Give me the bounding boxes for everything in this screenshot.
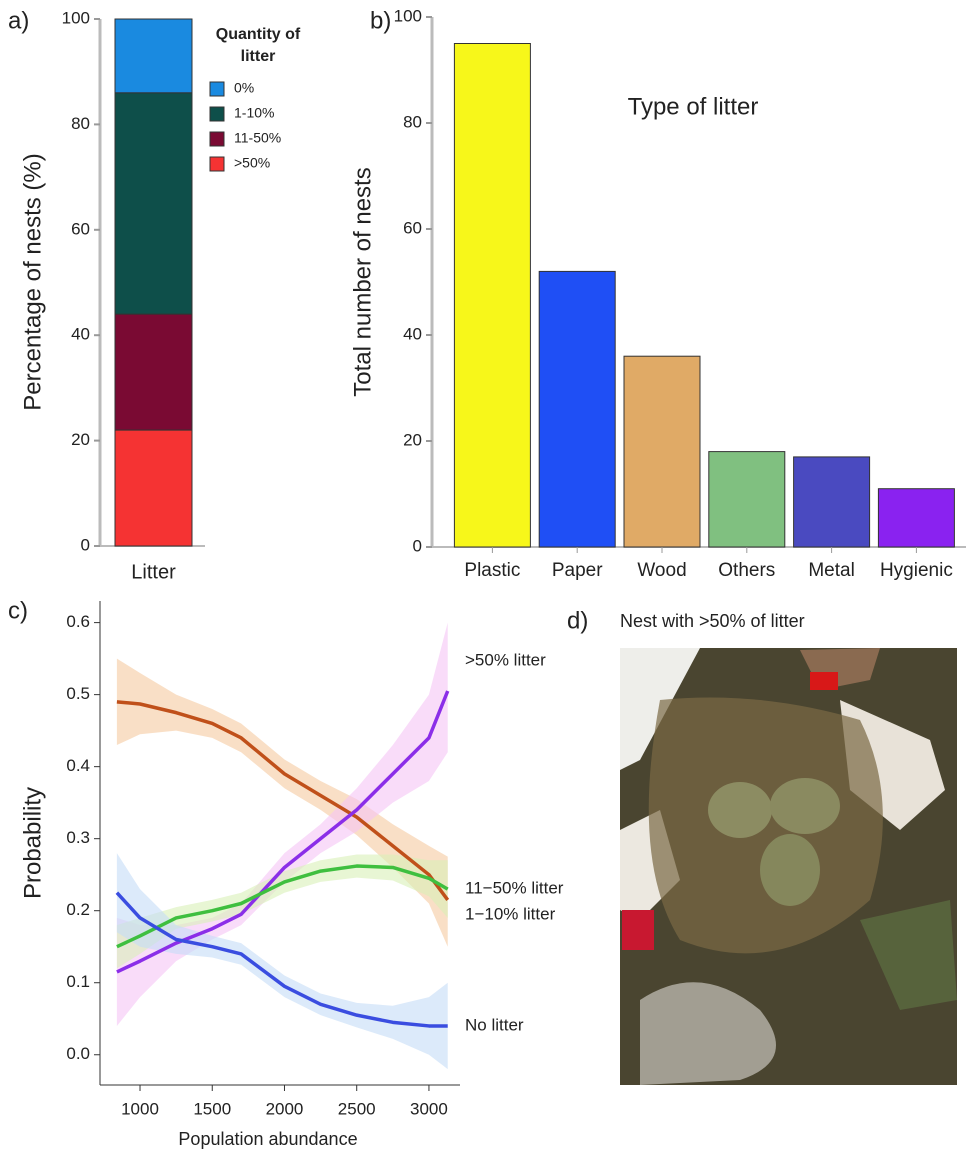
y-tick-label: 0 — [413, 536, 422, 555]
legend-title: Quantity of litter — [198, 24, 318, 68]
panel-label: a) — [8, 7, 29, 34]
y-tick-label: 0.1 — [66, 972, 90, 991]
y-tick-label: 0.3 — [66, 828, 90, 847]
bar-segment — [115, 93, 192, 314]
y-tick-label: 40 — [403, 324, 422, 343]
x-tick-label: 3000 — [410, 1099, 448, 1118]
line-label: No litter — [465, 1015, 524, 1034]
confidence-band — [117, 659, 448, 947]
bar — [624, 356, 700, 547]
y-tick-label: 80 — [403, 112, 422, 131]
x-tick-label: 2000 — [266, 1099, 304, 1118]
bar-segment — [115, 314, 192, 430]
bar — [878, 489, 954, 547]
y-tick-label: 0.2 — [66, 900, 90, 919]
y-axis-label: Total number of nests — [349, 167, 376, 396]
line-label: >50% litter — [465, 651, 546, 670]
legend-swatch — [210, 132, 224, 146]
line-label: 11−50% litter — [465, 879, 564, 898]
legend-label: 11-50% — [234, 130, 281, 146]
x-tick-label: Paper — [552, 560, 603, 581]
nest-photo — [620, 648, 957, 1085]
panel-label: b) — [370, 7, 391, 34]
legend-label: 0% — [234, 80, 254, 96]
confidence-band — [117, 623, 448, 1026]
x-tick-label: 2500 — [338, 1099, 376, 1118]
x-tick-label: Hygienic — [880, 560, 953, 581]
y-tick-label: 40 — [71, 325, 90, 344]
x-tick-label: Wood — [637, 560, 686, 581]
y-tick-label: 0 — [81, 535, 90, 554]
x-tick-label: Plastic — [464, 560, 520, 581]
x-tick-label: 1500 — [193, 1099, 231, 1118]
y-tick-label: 0.5 — [66, 684, 90, 703]
panel-label: c) — [8, 597, 28, 624]
line-label: 1−10% litter — [465, 905, 556, 924]
bar — [794, 457, 870, 547]
x-tick-label: Litter — [131, 561, 176, 583]
y-tick-label: 100 — [62, 8, 90, 27]
legend-swatch — [210, 157, 224, 171]
bar — [539, 271, 615, 547]
chart-title: Type of litter — [628, 93, 759, 120]
legend-label: >50% — [234, 155, 270, 171]
figure: a) b) Type of litter c) d) Nest with >50… — [0, 0, 976, 1154]
photo-caption: Nest with >50% of litter — [620, 611, 805, 631]
x-tick-label: 1000 — [121, 1099, 159, 1118]
y-tick-label: 20 — [71, 430, 90, 449]
y-tick-label: 60 — [403, 218, 422, 237]
y-tick-label: 20 — [403, 430, 422, 449]
y-axis-label: Percentage of nests (%) — [19, 153, 46, 410]
y-axis-label: Probability — [19, 787, 46, 899]
x-tick-label: Others — [718, 560, 775, 581]
x-axis-label: Population abundance — [178, 1129, 357, 1149]
x-tick-label: Metal — [808, 560, 854, 581]
panel-label: d) — [567, 607, 588, 634]
legend-swatch — [210, 82, 224, 96]
legend-label: 1-10% — [234, 105, 274, 121]
y-tick-label: 0.4 — [66, 756, 90, 775]
y-tick-label: 60 — [71, 219, 90, 238]
bar-segment — [115, 430, 192, 546]
legend-swatch — [210, 107, 224, 121]
y-tick-label: 80 — [71, 114, 90, 133]
legend-title-box: Quantity of litter — [198, 24, 318, 74]
y-tick-label: 0.0 — [66, 1044, 90, 1063]
y-tick-label: 0.6 — [66, 612, 90, 631]
bar — [454, 44, 530, 548]
bar — [709, 452, 785, 547]
bar-segment — [115, 19, 192, 93]
y-tick-label: 100 — [394, 6, 422, 25]
